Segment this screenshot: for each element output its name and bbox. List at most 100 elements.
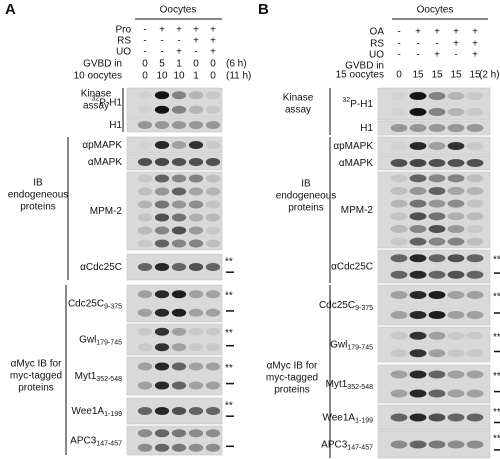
band <box>205 308 221 317</box>
condition-mark: - <box>177 36 180 47</box>
condition-mark: - <box>397 39 400 50</box>
band <box>447 370 465 379</box>
band <box>188 105 204 114</box>
band <box>154 226 170 235</box>
band <box>390 174 408 183</box>
blot-label: Wee1A1-199 <box>322 412 373 424</box>
band <box>447 270 465 279</box>
blot-label: Wee1A1-199 <box>71 406 122 418</box>
band <box>447 142 465 150</box>
band <box>466 142 484 150</box>
band <box>428 389 446 398</box>
group-label: IB <box>33 178 43 189</box>
band <box>154 239 170 248</box>
panel-header: Oocytes <box>417 5 454 16</box>
band <box>428 199 446 208</box>
gvbd-value: 10 <box>156 71 168 82</box>
band <box>205 200 221 209</box>
band <box>466 254 484 263</box>
band <box>137 91 153 100</box>
group-label: proteins <box>288 203 324 214</box>
band <box>154 158 170 166</box>
band <box>428 124 446 132</box>
band <box>466 212 484 221</box>
band <box>428 159 446 167</box>
band <box>466 237 484 246</box>
band <box>188 308 204 317</box>
gvbd-time: (2 h) <box>479 70 500 81</box>
band <box>390 349 408 358</box>
band <box>188 141 204 149</box>
blot-label-main: αCdc25C <box>331 261 373 272</box>
band <box>137 200 153 209</box>
band <box>171 91 187 100</box>
band <box>137 213 153 222</box>
band <box>466 92 484 100</box>
band <box>447 174 465 183</box>
gvbd-value: 0 <box>142 59 148 70</box>
band <box>171 290 187 299</box>
blot-label: αpMAPK <box>82 140 122 151</box>
band <box>188 174 204 183</box>
gvbd-value: 10 <box>173 71 185 82</box>
band <box>188 226 204 235</box>
condition-label: UO <box>116 47 131 58</box>
band <box>409 142 427 150</box>
band <box>428 92 446 100</box>
band <box>171 200 187 209</box>
marker-stars: ** <box>225 328 233 339</box>
blot-label: Gwl179-745 <box>330 339 373 351</box>
band <box>390 440 408 449</box>
blot-label: APC3147-457 <box>70 435 122 447</box>
blot-label: αCdc25C <box>331 261 373 272</box>
band <box>137 343 153 352</box>
gvbd-value: 15 <box>431 70 443 81</box>
blot <box>377 284 491 326</box>
band <box>409 92 427 100</box>
condition-label: Pro <box>115 25 131 36</box>
band <box>188 381 204 390</box>
group-label: Kinase <box>283 93 314 104</box>
band <box>447 311 465 319</box>
blot-label-sub: 9-375 <box>104 303 122 310</box>
gvbd-value: 0 <box>210 59 216 70</box>
band <box>447 413 465 422</box>
condition-mark: + <box>210 36 216 47</box>
band <box>205 239 221 248</box>
band <box>171 381 187 390</box>
band <box>205 343 221 352</box>
gvbd-label: 10 oocytes <box>74 71 122 82</box>
band <box>428 142 446 150</box>
group-label: endogeneous <box>276 191 337 202</box>
band <box>409 254 427 263</box>
band <box>466 124 484 132</box>
band <box>154 263 170 271</box>
band <box>409 108 427 116</box>
band <box>447 108 465 116</box>
gvbd-value: 0 <box>193 59 199 70</box>
band <box>390 291 408 299</box>
blot-label-main: Wee1A <box>322 412 355 423</box>
condition-mark: + <box>453 39 459 50</box>
band <box>205 407 221 415</box>
band <box>466 199 484 208</box>
marker-stars: ** <box>225 400 233 411</box>
band <box>409 174 427 183</box>
band <box>171 429 187 438</box>
band <box>205 91 221 100</box>
band <box>390 187 408 195</box>
band <box>409 311 427 319</box>
blot-label: Myt1352-548 <box>326 379 373 391</box>
band <box>428 212 446 221</box>
blot <box>126 284 223 323</box>
band <box>154 91 170 100</box>
group-label: myc-tagged <box>10 371 62 382</box>
band <box>154 343 170 352</box>
blot-label-main: APC3 <box>70 435 97 446</box>
group-label: IB <box>301 179 311 190</box>
band <box>428 225 446 233</box>
marker-stars: ** <box>493 407 500 418</box>
blot-label-main: Myt1 <box>75 371 97 382</box>
blot-label: αMAPK <box>88 157 122 168</box>
band <box>409 413 427 422</box>
